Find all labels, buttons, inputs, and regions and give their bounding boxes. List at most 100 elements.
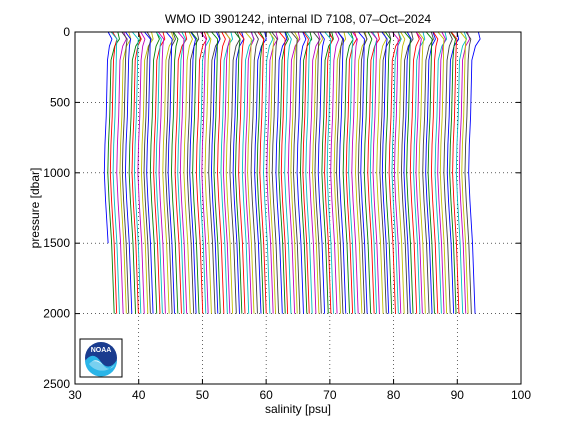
salinity-profile-line: [266, 31, 279, 314]
salinity-profile-line: [220, 31, 234, 314]
salinity-profile-line: [455, 31, 468, 314]
salinity-profile-line: [149, 31, 160, 314]
salinity-profile-line: [271, 31, 280, 314]
salinity-profile-line: [336, 31, 344, 314]
salinity-profile-line: [413, 31, 426, 314]
salinity-profile-line: [165, 31, 176, 314]
y-tick-labels: 0 500 1000 1500 2000 2500: [43, 25, 70, 391]
salinity-profile-line: [437, 31, 447, 314]
salinity-profile-line: [268, 31, 276, 314]
salinity-profile-line: [278, 31, 289, 314]
salinity-profile-line: [376, 31, 387, 314]
x-tick-label: 40: [132, 388, 146, 402]
salinity-profile-line: [302, 31, 310, 314]
salinity-profile-line: [384, 31, 393, 314]
salinity-profile-line: [290, 31, 301, 314]
salinity-profile-line: [468, 31, 481, 314]
salinity-profile-line: [153, 31, 166, 314]
salinity-profile-line: [244, 31, 255, 314]
x-tick-label: 30: [68, 388, 82, 402]
salinity-profile-line: [198, 31, 211, 314]
salinity-profile-line: [128, 31, 141, 314]
salinity-profile-line: [200, 31, 209, 314]
salinity-profile-line: [234, 31, 243, 314]
salinity-profile-line: [425, 31, 436, 314]
salinity-profile-line: [397, 31, 406, 314]
salinity-profile-line: [224, 31, 234, 314]
salinity-profile-line: [103, 31, 113, 244]
salinity-profile-line: [157, 31, 166, 314]
x-tick-label: 100: [511, 388, 531, 402]
x-tick-labels: 30 40 50 60 70 80 90 100: [68, 388, 531, 402]
salinity-profile-line: [324, 31, 334, 314]
salinity-profile-line: [333, 31, 347, 314]
salinity-profile-line: [143, 31, 152, 314]
x-tick-label: 90: [451, 388, 465, 402]
noaa-logo: NOAA: [79, 338, 123, 378]
axis-ticks: [74, 31, 522, 385]
salinity-profile-line: [210, 31, 221, 314]
salinity-profile-line: [263, 31, 274, 314]
salinity-profile-line: [171, 31, 179, 314]
x-axis-label: salinity [psu]: [265, 402, 331, 416]
salinity-profile-line: [109, 31, 118, 314]
salinity-profile-line: [284, 31, 292, 314]
salinity-profile-line: [317, 31, 326, 314]
salinity-profile-line: [309, 31, 321, 314]
salinity-profile-line: [121, 31, 130, 314]
salinity-profile-line: [131, 31, 142, 314]
salinity-profile-line: [299, 31, 313, 314]
salinity-profile-line: [222, 31, 231, 314]
salinity-profile-line: [415, 31, 423, 314]
salinity-profile-line: [229, 31, 241, 314]
salinity-profile-line: [458, 31, 471, 314]
salinity-profile-line: [177, 31, 188, 314]
salinity-profile-line: [369, 31, 378, 314]
y-tick-label: 0: [63, 25, 70, 39]
salinity-profile-line: [379, 31, 392, 314]
salinity-profile-line: [443, 31, 453, 314]
salinity-profile-line: [162, 31, 174, 314]
salinity-profile-line: [232, 31, 245, 314]
salinity-profile-line: [357, 31, 368, 314]
salinity-profile-line: [189, 31, 197, 314]
x-tick-label: 80: [387, 388, 401, 402]
salinity-profile-line: [296, 31, 307, 314]
salinity-profile-line: [381, 31, 390, 314]
chart-title: WMO ID 3901242, internal ID 7108, 07–Oct…: [165, 12, 431, 26]
salinity-profile-line: [190, 31, 200, 314]
salinity-profile-line: [370, 31, 380, 314]
salinity-profile-line: [137, 31, 146, 314]
salinity-profile-line: [131, 31, 142, 314]
salinity-profile-line: [446, 31, 460, 314]
x-tick-label: 70: [323, 388, 337, 402]
salinity-profile-line: [404, 31, 414, 314]
salinity-profile-line: [337, 31, 347, 314]
salinity-profile-line: [217, 31, 226, 314]
salinity-profile-line: [165, 31, 175, 314]
plot-frame: [74, 31, 522, 385]
y-tick-label: 1000: [43, 166, 70, 180]
salinity-profile-line: [347, 31, 356, 314]
salinity-profile-line: [460, 31, 469, 314]
salinity-profile-line: [430, 31, 439, 314]
salinity-profile-line: [409, 31, 420, 314]
salinity-profile-line: [351, 31, 359, 314]
salinity-profile-line: [312, 31, 324, 314]
y-tick-label: 500: [50, 95, 70, 109]
salinity-profile-line: [183, 31, 193, 314]
salinity-profile-line: [211, 31, 221, 314]
salinity-profile-line: [363, 31, 373, 314]
salinity-profile-line: [204, 31, 212, 314]
salinity-profile-line: [256, 31, 265, 314]
salinity-profile-line: [437, 31, 448, 314]
salinity-profile-line: [116, 31, 127, 314]
salinity-profile-line: [330, 31, 340, 314]
salinity-profile-line: [110, 31, 120, 314]
y-tick-label: 1500: [43, 236, 70, 250]
y-tick-label: 2000: [43, 307, 70, 321]
salinity-profile-line: [257, 31, 267, 314]
y-tick-label: 2500: [43, 377, 70, 391]
profile-lines: [103, 31, 481, 314]
